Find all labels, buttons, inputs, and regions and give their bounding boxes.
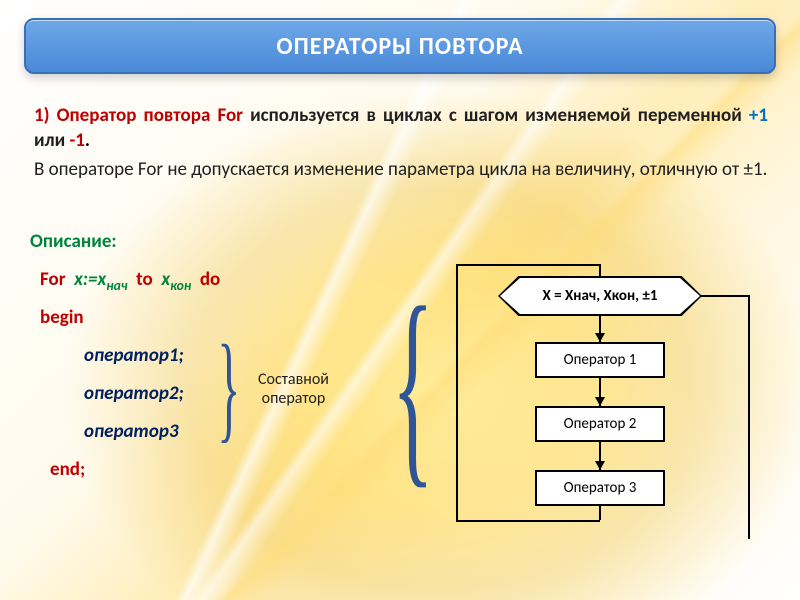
code-op3: оператор3 <box>84 420 179 443</box>
kw-end: end; <box>50 458 85 481</box>
paragraph-1: 1) Оператор повтора For используется в ц… <box>34 104 768 153</box>
brace-left-icon: { <box>392 280 434 489</box>
annotation-text: Составнойоператор <box>258 370 329 408</box>
brace-right-icon: } <box>217 330 240 444</box>
paragraph-2: В операторе For не допускается изменение… <box>34 158 768 183</box>
p1-or: или <box>34 129 69 152</box>
flowchart: X = Xнач, Xкон, ±1Оператор 1Оператор 2Оп… <box>450 270 750 590</box>
kw-to: to <box>136 268 153 291</box>
code-var: x:=xнач <box>74 268 127 291</box>
code-for-line: For x:=xнач to xкон do <box>40 268 220 294</box>
kw-begin: begin <box>40 306 84 329</box>
p1-highlight: 1) Оператор повтора For <box>34 104 243 127</box>
kw-for: For <box>40 268 65 291</box>
code-var2: xкон <box>161 268 191 291</box>
p1-dot: . <box>85 129 90 152</box>
kw-do: do <box>200 268 220 291</box>
slide-title: ОПЕРАТОРЫ ПОВТОРА <box>276 32 523 61</box>
code-op2: оператор2; <box>84 382 184 405</box>
code-op1: оператор1; <box>84 344 184 367</box>
p1-plus: +1 <box>749 104 768 127</box>
description-label: Описание: <box>30 230 117 253</box>
p1-rest: используется в циклах с шагом изменяемой… <box>243 104 749 127</box>
p1-minus: -1 <box>69 129 84 152</box>
slide-title-box: ОПЕРАТОРЫ ПОВТОРА <box>24 18 776 74</box>
